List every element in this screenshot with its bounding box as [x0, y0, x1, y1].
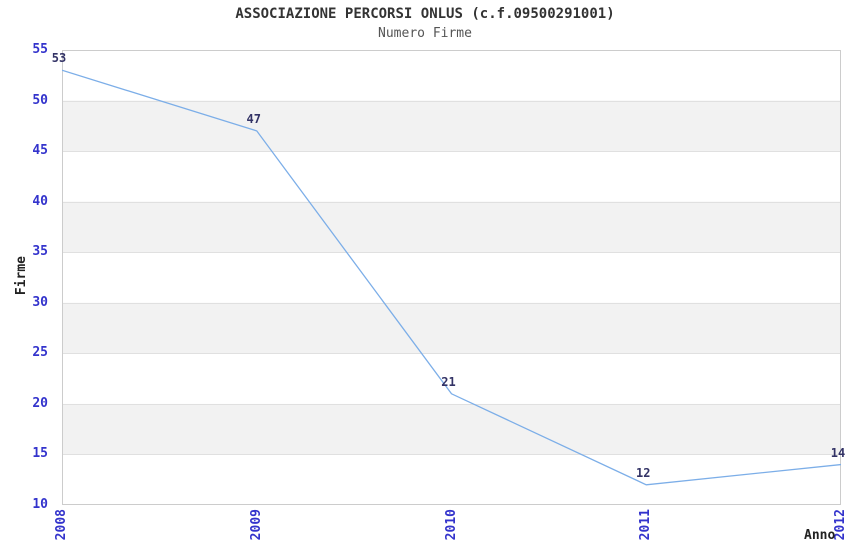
x-tick-label: 2009	[248, 509, 264, 541]
data-point-label: 21	[441, 374, 456, 389]
data-point-label: 47	[246, 111, 261, 126]
y-tick-label: 40	[32, 193, 48, 209]
y-axis-title: Firme	[14, 256, 29, 296]
plot-border	[62, 50, 841, 505]
y-tick-label: 25	[32, 345, 48, 361]
x-tick-label: 2010	[443, 509, 459, 541]
grid-band	[62, 201, 841, 253]
data-point-label: 14	[830, 445, 846, 460]
x-axis-title: Anno	[804, 528, 836, 543]
grid-band	[62, 302, 841, 354]
data-point-label: 12	[636, 465, 651, 480]
plot-area	[62, 50, 841, 505]
y-tick-label: 55	[32, 42, 48, 57]
chart-title: ASSOCIAZIONE PERCORSI ONLUS (c.f.0950029…	[235, 6, 615, 22]
y-tick-label: 45	[32, 143, 48, 159]
y-tick-label: 20	[32, 395, 48, 411]
x-tick-label: 2011	[638, 509, 654, 541]
grid-band	[62, 100, 841, 152]
y-tick-label: 15	[32, 446, 48, 462]
y-tick-label: 30	[32, 294, 48, 310]
data-point-label: 53	[51, 51, 67, 66]
y-tick-label: 35	[32, 244, 48, 260]
line-chart-canvas	[62, 50, 841, 505]
x-tick-label: 2008	[54, 509, 69, 541]
x-tick-label: 2012	[833, 509, 848, 541]
data-line	[62, 69, 841, 486]
chart-subtitle: Numero Firme	[378, 26, 472, 41]
grid-band	[62, 403, 841, 455]
y-tick-label: 10	[32, 497, 48, 512]
y-tick-label: 50	[32, 92, 48, 108]
